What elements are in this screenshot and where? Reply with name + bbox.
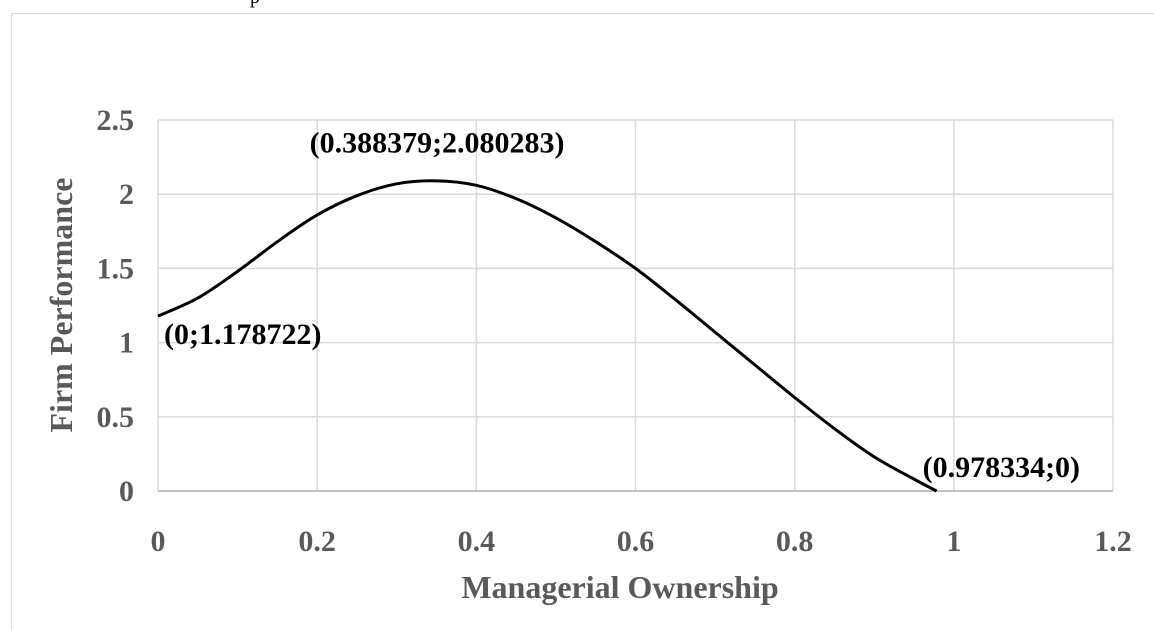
data-point-annotation: (0.978334;0) bbox=[923, 451, 1080, 484]
plot-area bbox=[157, 179, 938, 493]
annotations: (0;1.178722) (0.388379;2.080283) (0.978334… bbox=[164, 126, 1080, 484]
y-tick-label: 1.5 bbox=[97, 252, 135, 285]
x-tick-label: 0.4 bbox=[458, 525, 496, 558]
y-tick-label: 1 bbox=[119, 327, 134, 360]
y-tick-label: 0 bbox=[119, 475, 134, 508]
y-tick-label: 2 bbox=[119, 178, 134, 211]
x-tick-label: 1.2 bbox=[1094, 525, 1132, 558]
x-tick-label: 0.8 bbox=[776, 525, 814, 558]
cropped-text-fragment: p bbox=[0, 0, 1154, 12]
x-tick-label: 0.2 bbox=[298, 525, 336, 558]
y-tick-label: 2.5 bbox=[97, 104, 135, 137]
chart-frame bbox=[11, 13, 1154, 630]
gridlines bbox=[157, 119, 1114, 491]
y-tick-label: 0.5 bbox=[97, 401, 135, 434]
series-line bbox=[157, 179, 938, 493]
x-tick-label: 0.6 bbox=[617, 525, 655, 558]
x-tick-label: 1 bbox=[946, 525, 961, 558]
x-tick-label: 0 bbox=[151, 525, 166, 558]
tick-labels: 0 0.5 1 1.5 2 2.5 0 0.2 0.4 0.6 0.8 1 1.2 bbox=[97, 104, 1132, 558]
data-point-annotation: (0;1.178722) bbox=[164, 318, 321, 351]
y-axis-title: Firm Performance bbox=[43, 178, 79, 433]
x-axis-title: Managerial Ownership bbox=[461, 569, 778, 605]
data-point-annotation: (0.388379;2.080283) bbox=[310, 126, 565, 159]
